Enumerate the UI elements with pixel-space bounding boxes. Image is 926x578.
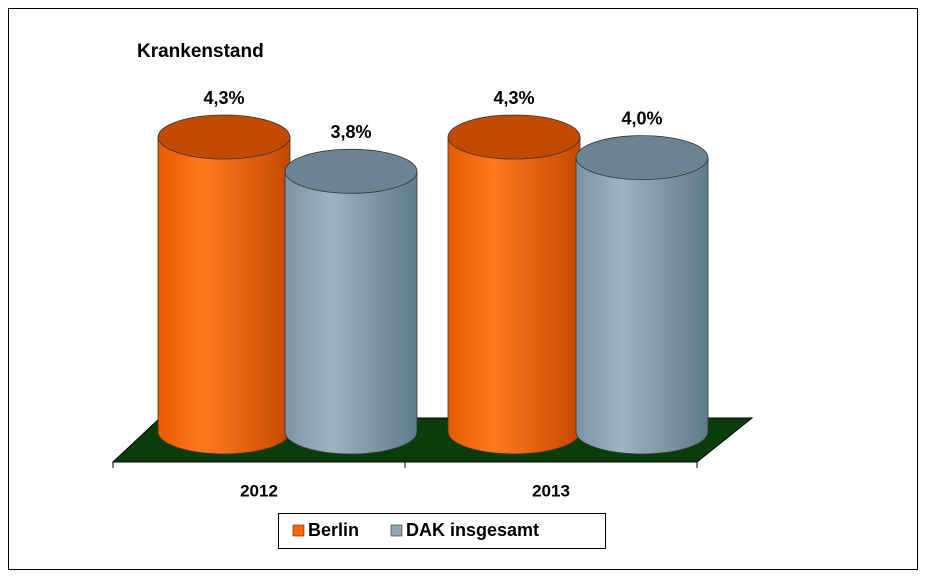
cylinder xyxy=(447,136,581,455)
x-tick-label: 2013 xyxy=(532,481,570,500)
legend-label: DAK insgesamt xyxy=(406,520,539,540)
legend-label: Berlin xyxy=(308,520,359,540)
chart-title: Krankenstand xyxy=(137,41,264,62)
cylinder-top xyxy=(284,148,418,194)
x-tick-label: 2012 xyxy=(240,481,278,500)
data-label: 4,3% xyxy=(493,88,534,108)
cylinder-top xyxy=(575,135,709,181)
data-label: 4,3% xyxy=(203,88,244,108)
legend-swatch xyxy=(292,524,305,537)
cylinder-top xyxy=(157,114,291,160)
cylinder xyxy=(157,136,291,455)
data-label: 3,8% xyxy=(330,122,371,142)
cylinder xyxy=(284,170,418,455)
legend-swatch xyxy=(390,524,403,537)
legend xyxy=(278,513,606,549)
data-label: 4,0% xyxy=(621,108,662,128)
cylinder-top xyxy=(447,114,581,160)
cylinder xyxy=(575,157,709,455)
